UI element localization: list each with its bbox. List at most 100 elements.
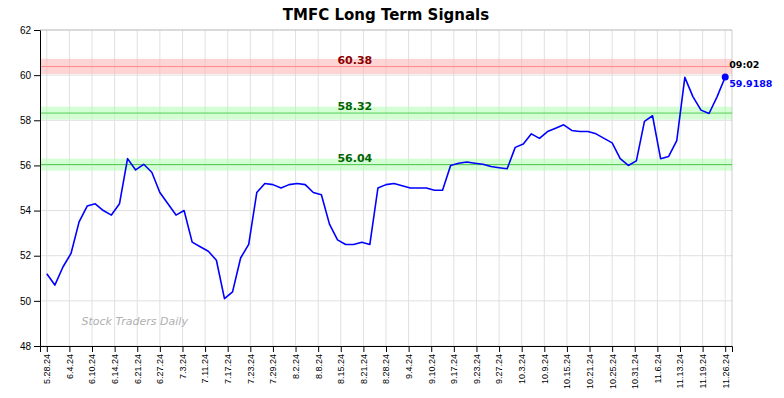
plot-area: 5.28.246.4.246.10.246.14.246.21.246.27.2… bbox=[20, 25, 773, 389]
x-tick: 5.28.24 bbox=[42, 346, 52, 384]
grid-line-x bbox=[92, 30, 93, 346]
x-tick: 10.31.24 bbox=[630, 346, 640, 389]
chart-container: TMFC Long Term Signals 5.28.24 6.4.24 6.10.… bbox=[0, 0, 784, 398]
signal-label: 60.38 bbox=[337, 54, 372, 67]
grid-line-x bbox=[363, 30, 364, 346]
last-point bbox=[722, 73, 729, 80]
signal-label: 56.04 bbox=[337, 152, 372, 165]
chart-title: TMFC Long Term Signals bbox=[283, 6, 489, 24]
x-tick: 8.28.24 bbox=[381, 346, 391, 384]
x-tick-label: 6.10.24 bbox=[87, 354, 97, 384]
x-tick-mark bbox=[273, 346, 274, 352]
y-tick-label: 62 bbox=[20, 25, 32, 36]
x-tick-label: 10.9.24 bbox=[540, 354, 550, 384]
last-time-label: 09:02 bbox=[729, 59, 759, 70]
y-tick: 60 bbox=[20, 70, 40, 81]
x-tick-label: 11.26.24 bbox=[721, 354, 731, 388]
x-axis: 5.28.246.4.246.10.246.14.246.21.246.27.2… bbox=[41, 346, 733, 389]
grid-line-x bbox=[182, 30, 183, 346]
x-tick: 6.14.24 bbox=[110, 346, 120, 384]
x-tick: 10.25.24 bbox=[608, 346, 618, 389]
x-tick-mark bbox=[725, 346, 726, 352]
x-tick-label: 6.4.24 bbox=[65, 354, 75, 379]
x-tick-mark bbox=[228, 346, 229, 352]
band bbox=[40, 59, 732, 74]
chart-svg: TMFC Long Term Signals 5.28.24 6.4.24 6.10.… bbox=[0, 0, 784, 398]
x-axis-line bbox=[41, 347, 733, 353]
grid-line-x bbox=[114, 30, 115, 346]
y-axis-line bbox=[34, 31, 41, 347]
x-tick: 10.9.24 bbox=[540, 346, 550, 384]
x-tick-label: 11.13.24 bbox=[675, 354, 685, 388]
grid-line-x bbox=[250, 30, 251, 346]
grid-line-x bbox=[340, 30, 341, 346]
x-tick-mark bbox=[363, 346, 364, 352]
x-tick-mark bbox=[476, 346, 477, 352]
x-tick-label: 10.25.24 bbox=[608, 354, 618, 389]
grid-line-x bbox=[137, 30, 138, 346]
x-tick-mark bbox=[69, 346, 70, 352]
grid-line-x bbox=[386, 30, 387, 346]
x-tick: 9.17.24 bbox=[449, 346, 459, 384]
x-tick-mark bbox=[454, 346, 455, 352]
x-tick: 8.15.24 bbox=[336, 346, 346, 384]
grid-line-x bbox=[69, 30, 70, 346]
x-tick: 10.21.24 bbox=[585, 346, 595, 389]
y-tick-label: 52 bbox=[20, 250, 32, 261]
x-tick: 9.10.24 bbox=[427, 346, 437, 384]
x-tick-mark bbox=[612, 346, 613, 352]
y-tick-label: 56 bbox=[20, 160, 32, 171]
annotations: 60.3858.3256.0409:0259.9188Stock Traders… bbox=[82, 54, 773, 329]
y-tick: 58 bbox=[20, 115, 40, 126]
x-tick-label: 5.28.24 bbox=[42, 354, 52, 384]
y-tick-mark bbox=[34, 211, 40, 212]
x-tick-mark bbox=[47, 346, 48, 352]
x-tick-label: 8.21.24 bbox=[359, 354, 369, 384]
x-tick-label: 7.17.24 bbox=[223, 354, 233, 384]
x-tick: 11.26.24 bbox=[721, 346, 731, 388]
y-tick-mark bbox=[34, 346, 40, 347]
x-tick-mark bbox=[544, 346, 545, 352]
y-tick-label: 50 bbox=[20, 296, 32, 307]
y-tick: 62 bbox=[20, 25, 40, 36]
x-tick-label: 10.21.24 bbox=[585, 354, 595, 389]
y-tick: 54 bbox=[20, 205, 40, 216]
y-tick-label: 58 bbox=[20, 115, 32, 126]
x-tick-mark bbox=[499, 346, 500, 352]
x-tick: 10.15.24 bbox=[562, 346, 572, 389]
signal-line bbox=[40, 113, 732, 114]
grid-line-x bbox=[205, 30, 206, 346]
y-tick-label: 54 bbox=[20, 205, 32, 216]
y-tick-mark bbox=[34, 165, 40, 166]
grid-line-x bbox=[272, 30, 273, 346]
x-tick-label: 10.31.24 bbox=[630, 354, 640, 389]
x-tick: 6.10.24 bbox=[87, 346, 97, 384]
grid-line-x bbox=[431, 30, 432, 346]
x-tick: 10.3.24 bbox=[517, 346, 527, 384]
x-tick-mark bbox=[137, 346, 138, 352]
x-tick-label: 11.6.24 bbox=[653, 354, 663, 383]
x-tick-mark bbox=[409, 346, 410, 352]
last-price-label: 59.9188 bbox=[729, 78, 773, 89]
x-tick-mark bbox=[703, 346, 704, 352]
grid-line-x bbox=[521, 30, 522, 346]
signal-line bbox=[40, 66, 732, 67]
grid-line-x bbox=[589, 30, 590, 346]
x-tick-mark bbox=[250, 346, 251, 352]
x-tick: 7.17.24 bbox=[223, 346, 233, 384]
x-tick: 9.4.24 bbox=[404, 346, 414, 379]
y-tick-mark bbox=[34, 120, 40, 121]
x-tick: 7.29.24 bbox=[268, 346, 278, 384]
grid-line-y bbox=[40, 30, 732, 31]
y-tick-mark bbox=[34, 256, 40, 257]
grid-line-x bbox=[657, 30, 658, 346]
x-tick-mark bbox=[680, 346, 681, 352]
x-tick-mark bbox=[318, 346, 319, 352]
grid-line-y bbox=[40, 120, 732, 121]
y-tick-mark bbox=[34, 301, 40, 302]
x-tick-mark bbox=[386, 346, 387, 352]
y-tick-mark bbox=[34, 75, 40, 76]
grid-line-x bbox=[499, 30, 500, 346]
x-tick-label: 6.14.24 bbox=[110, 354, 120, 384]
x-tick: 11.13.24 bbox=[675, 346, 685, 388]
